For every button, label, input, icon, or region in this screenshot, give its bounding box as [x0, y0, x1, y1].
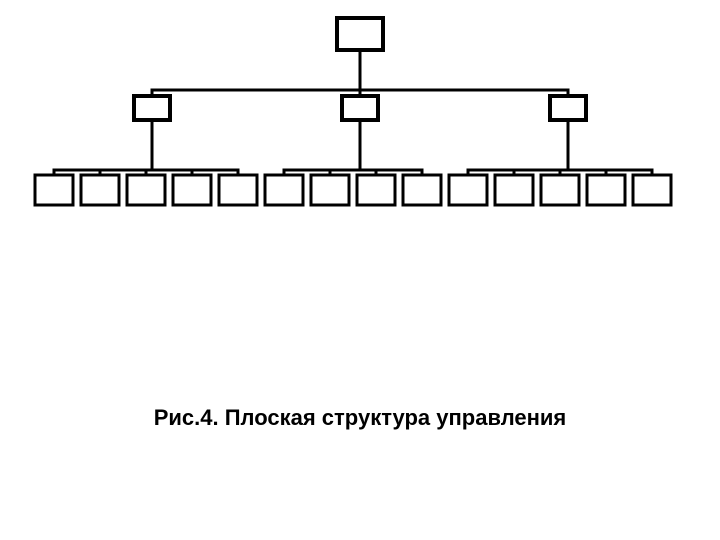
tree-node [311, 175, 349, 205]
tree-node [337, 18, 383, 50]
tree-node [550, 96, 586, 120]
tree-node [81, 175, 119, 205]
tree-node [173, 175, 211, 205]
org-tree-diagram [0, 0, 720, 300]
tree-node [219, 175, 257, 205]
tree-node [342, 96, 378, 120]
tree-node [265, 175, 303, 205]
tree-node [134, 96, 170, 120]
tree-node [449, 175, 487, 205]
tree-node [357, 175, 395, 205]
tree-node [127, 175, 165, 205]
tree-node [403, 175, 441, 205]
tree-node [541, 175, 579, 205]
figure-caption: Рис.4. Плоская структура управления [0, 405, 720, 431]
tree-node [587, 175, 625, 205]
tree-node [35, 175, 73, 205]
tree-node [495, 175, 533, 205]
figure-container: Рис.4. Плоская структура управления [0, 0, 720, 540]
tree-node [633, 175, 671, 205]
